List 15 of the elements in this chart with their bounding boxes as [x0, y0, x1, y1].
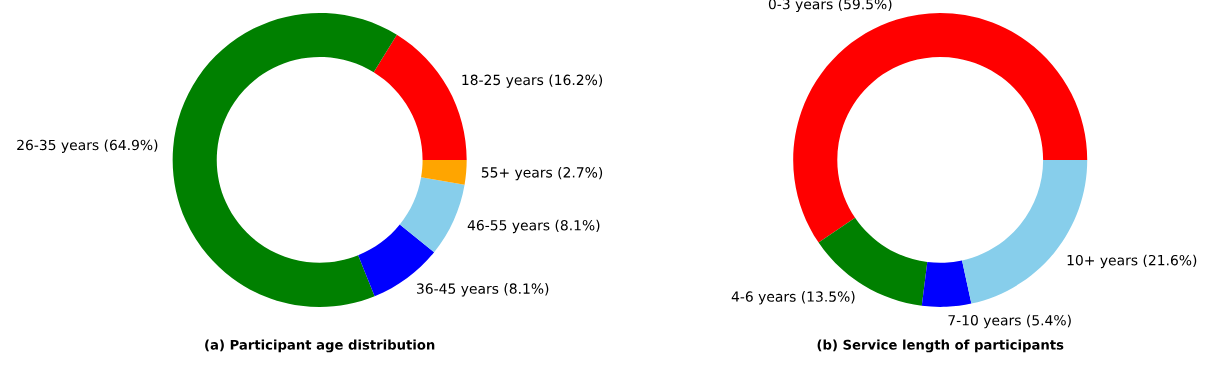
- donut-slice: [921, 260, 972, 307]
- donut-slice: [172, 12, 397, 307]
- slice-label: 26-35 years (64.9%): [17, 139, 158, 153]
- donut-slice: [421, 159, 467, 185]
- donut-slice: [793, 12, 1088, 243]
- donut-slice: [399, 177, 465, 253]
- slice-label: 4-6 years (13.5%): [731, 291, 855, 305]
- slice-label: 55+ years (2.7%): [481, 166, 603, 181]
- slice-label: 18-25 years (16.2%): [462, 74, 603, 88]
- slice-label: 36-45 years (8.1%): [417, 283, 549, 297]
- slice-label: 10+ years (21.6%): [1067, 254, 1197, 269]
- text: (b) Service length of participants: [817, 339, 1064, 353]
- slice-label: 7-10 years (5.4%): [948, 314, 1071, 329]
- text: (a) Participant age distribution: [205, 339, 435, 353]
- slice-label: 46-55 years (8.1%): [467, 219, 600, 234]
